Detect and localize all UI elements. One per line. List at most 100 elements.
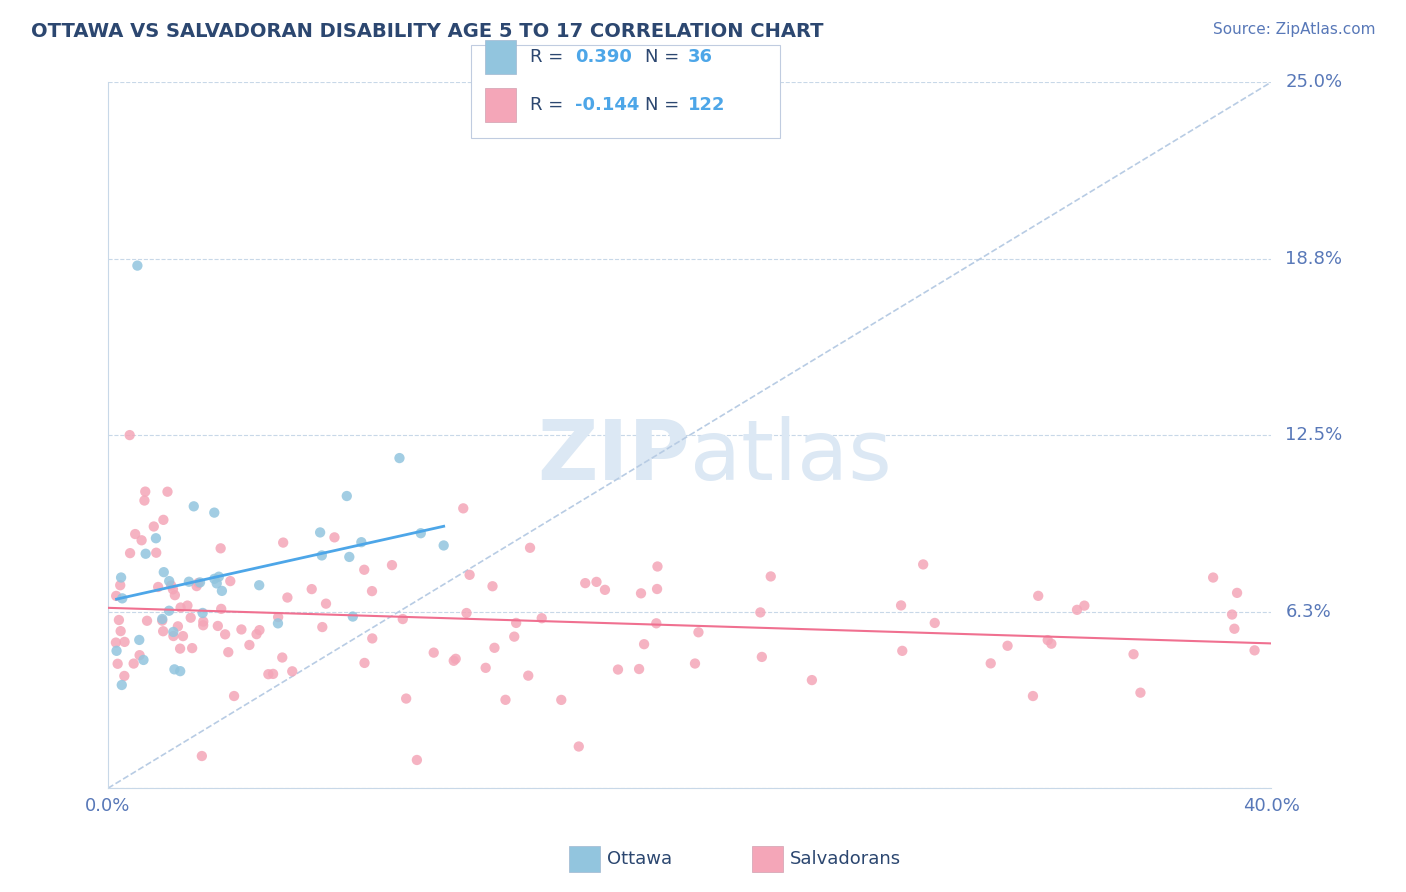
- Point: [172, 629, 194, 643]
- Point: [271, 650, 294, 665]
- Point: [422, 646, 444, 660]
- Point: [238, 638, 260, 652]
- Text: 122: 122: [688, 96, 725, 114]
- Point: [353, 563, 375, 577]
- Point: [891, 644, 914, 658]
- Point: [342, 609, 364, 624]
- Point: [127, 259, 149, 273]
- Point: [645, 582, 668, 596]
- Point: [176, 599, 198, 613]
- Point: [474, 661, 496, 675]
- Text: R =: R =: [530, 48, 569, 66]
- Point: [550, 693, 572, 707]
- Point: [1040, 637, 1063, 651]
- Point: [323, 530, 346, 544]
- Point: [110, 624, 132, 639]
- Point: [134, 484, 156, 499]
- Text: 36: 36: [688, 48, 713, 66]
- Point: [1223, 622, 1246, 636]
- Point: [163, 588, 186, 602]
- Point: [193, 618, 215, 632]
- Text: N =: N =: [645, 96, 685, 114]
- Point: [217, 645, 239, 659]
- Point: [105, 644, 128, 658]
- Point: [458, 567, 481, 582]
- Point: [395, 691, 418, 706]
- Point: [110, 570, 132, 584]
- Point: [145, 531, 167, 545]
- Point: [231, 623, 253, 637]
- Point: [633, 637, 655, 651]
- Point: [593, 582, 616, 597]
- Point: [388, 451, 411, 466]
- Point: [1073, 599, 1095, 613]
- Point: [890, 599, 912, 613]
- Point: [1122, 647, 1144, 661]
- Point: [193, 615, 215, 629]
- Text: Source: ZipAtlas.com: Source: ZipAtlas.com: [1212, 22, 1375, 37]
- Point: [181, 641, 204, 656]
- Text: 6.3%: 6.3%: [1285, 603, 1331, 621]
- Point: [162, 629, 184, 643]
- Point: [160, 578, 183, 592]
- Text: R =: R =: [530, 96, 569, 114]
- Point: [406, 753, 429, 767]
- Text: 12.5%: 12.5%: [1285, 426, 1343, 444]
- Point: [136, 614, 159, 628]
- Point: [647, 559, 669, 574]
- Point: [336, 489, 359, 503]
- Point: [607, 663, 630, 677]
- Text: atlas: atlas: [690, 416, 891, 497]
- Point: [118, 428, 141, 442]
- Point: [267, 616, 290, 631]
- Point: [361, 632, 384, 646]
- Point: [361, 584, 384, 599]
- Point: [146, 580, 169, 594]
- Point: [630, 586, 652, 600]
- Point: [309, 525, 332, 540]
- Point: [169, 664, 191, 678]
- Point: [191, 749, 214, 764]
- Point: [1022, 689, 1045, 703]
- Point: [108, 613, 131, 627]
- Point: [208, 570, 231, 584]
- Point: [209, 602, 232, 616]
- Point: [281, 665, 304, 679]
- Point: [152, 624, 174, 639]
- Text: 25.0%: 25.0%: [1285, 73, 1343, 91]
- Text: Salvadorans: Salvadorans: [790, 850, 901, 868]
- Point: [124, 527, 146, 541]
- Point: [433, 538, 456, 552]
- Point: [267, 610, 290, 624]
- Point: [110, 578, 132, 592]
- Point: [245, 627, 267, 641]
- Point: [112, 669, 135, 683]
- Point: [568, 739, 591, 754]
- Text: 0.390: 0.390: [575, 48, 631, 66]
- Point: [912, 558, 935, 572]
- Point: [134, 493, 156, 508]
- Point: [574, 576, 596, 591]
- Text: 18.8%: 18.8%: [1285, 250, 1343, 268]
- Point: [188, 575, 211, 590]
- Point: [202, 572, 225, 586]
- Point: [749, 606, 772, 620]
- Text: ZIP: ZIP: [537, 416, 690, 497]
- Text: -0.144: -0.144: [575, 96, 640, 114]
- Point: [337, 549, 360, 564]
- Point: [276, 591, 298, 605]
- Point: [350, 535, 373, 549]
- Point: [187, 575, 209, 590]
- Point: [183, 500, 205, 514]
- Point: [135, 547, 157, 561]
- Point: [505, 615, 527, 630]
- Point: [128, 648, 150, 662]
- Point: [688, 625, 710, 640]
- Point: [145, 546, 167, 560]
- Point: [1220, 607, 1243, 622]
- Point: [111, 678, 134, 692]
- Point: [222, 689, 245, 703]
- Point: [219, 574, 242, 588]
- Point: [451, 501, 474, 516]
- Point: [163, 662, 186, 676]
